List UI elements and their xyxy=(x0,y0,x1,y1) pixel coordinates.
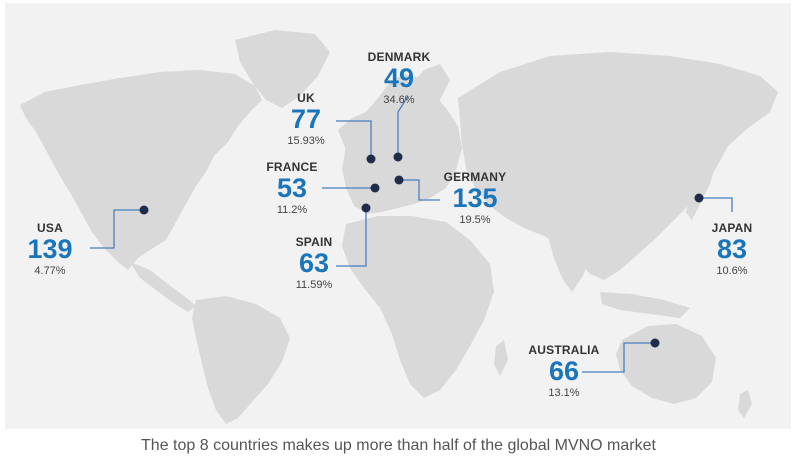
landmass-new-zealand xyxy=(738,390,752,418)
landmass-north-america xyxy=(20,70,262,270)
label-usa: USA 139 4.77% xyxy=(0,221,110,277)
map-caption: The top 8 countries makes up more than h… xyxy=(141,437,656,454)
market-share: 11.59% xyxy=(295,279,333,291)
connector-germany xyxy=(399,179,440,201)
continents xyxy=(20,30,778,424)
landmass-central-america xyxy=(130,262,196,312)
label-france: FRANCE 53 11.2% xyxy=(232,160,352,216)
landmass-asia xyxy=(458,52,778,280)
market-share: 4.77% xyxy=(34,265,66,277)
label-australia: AUSTRALIA 66 13.1% xyxy=(504,343,624,399)
landmass-india xyxy=(548,236,590,292)
connector-usa xyxy=(90,209,144,249)
country-name: USA xyxy=(37,221,63,235)
landmass-australia xyxy=(616,324,716,404)
country-name: FRANCE xyxy=(266,160,318,174)
mvno-count: 66 xyxy=(548,356,580,386)
country-name: AUSTRALIA xyxy=(528,343,600,357)
country-name: SPAIN xyxy=(295,235,333,249)
marker-germany xyxy=(394,175,404,185)
marker-france xyxy=(370,183,380,193)
country-name: UK xyxy=(297,91,315,105)
marker-usa xyxy=(139,205,149,215)
connector-australia xyxy=(582,342,655,373)
landmass-uk xyxy=(344,136,366,170)
mvno-count: 77 xyxy=(290,104,322,134)
landmass-madagascar xyxy=(494,340,508,376)
label-japan: JAPAN 83 10.6% xyxy=(672,221,792,277)
market-share: 19.5% xyxy=(459,214,491,226)
country-name: JAPAN xyxy=(711,221,753,235)
connectors xyxy=(90,95,733,373)
mvno-count: 135 xyxy=(452,183,498,213)
connector-denmark xyxy=(397,95,409,157)
landmass-indonesia xyxy=(600,292,690,318)
market-share: 15.93% xyxy=(287,135,325,147)
connector-uk xyxy=(336,120,372,159)
label-germany: GERMANY 135 19.5% xyxy=(415,170,535,226)
mvno-count: 139 xyxy=(27,234,73,264)
market-share: 13.1% xyxy=(548,387,580,399)
country-name: GERMANY xyxy=(443,170,507,184)
market-share: 34.6% xyxy=(383,94,415,106)
mvno-count: 63 xyxy=(298,248,330,278)
market-share: 11.2% xyxy=(276,204,308,216)
mvno-count: 53 xyxy=(276,173,308,203)
marker-uk xyxy=(366,154,376,164)
mvno-count: 83 xyxy=(716,234,748,264)
label-spain: SPAIN 63 11.59% xyxy=(254,235,374,291)
connector-japan xyxy=(699,197,733,212)
markers xyxy=(139,152,704,348)
marker-australia xyxy=(650,338,660,348)
landmass-greenland xyxy=(235,30,330,108)
connector-spain xyxy=(336,208,367,267)
label-uk: UK 77 15.93% xyxy=(246,91,366,147)
landmass-scandinavia xyxy=(396,64,450,138)
country-name: DENMARK xyxy=(367,50,431,64)
mvno-count: 49 xyxy=(383,63,415,93)
landmass-south-america xyxy=(192,296,290,424)
marker-spain xyxy=(361,203,371,213)
marker-denmark xyxy=(393,152,403,162)
landmass-japan xyxy=(686,148,716,220)
marker-japan xyxy=(694,193,704,203)
landmass-africa xyxy=(342,216,494,398)
market-share: 10.6% xyxy=(716,265,748,277)
label-denmark: DENMARK 49 34.6% xyxy=(339,50,459,106)
